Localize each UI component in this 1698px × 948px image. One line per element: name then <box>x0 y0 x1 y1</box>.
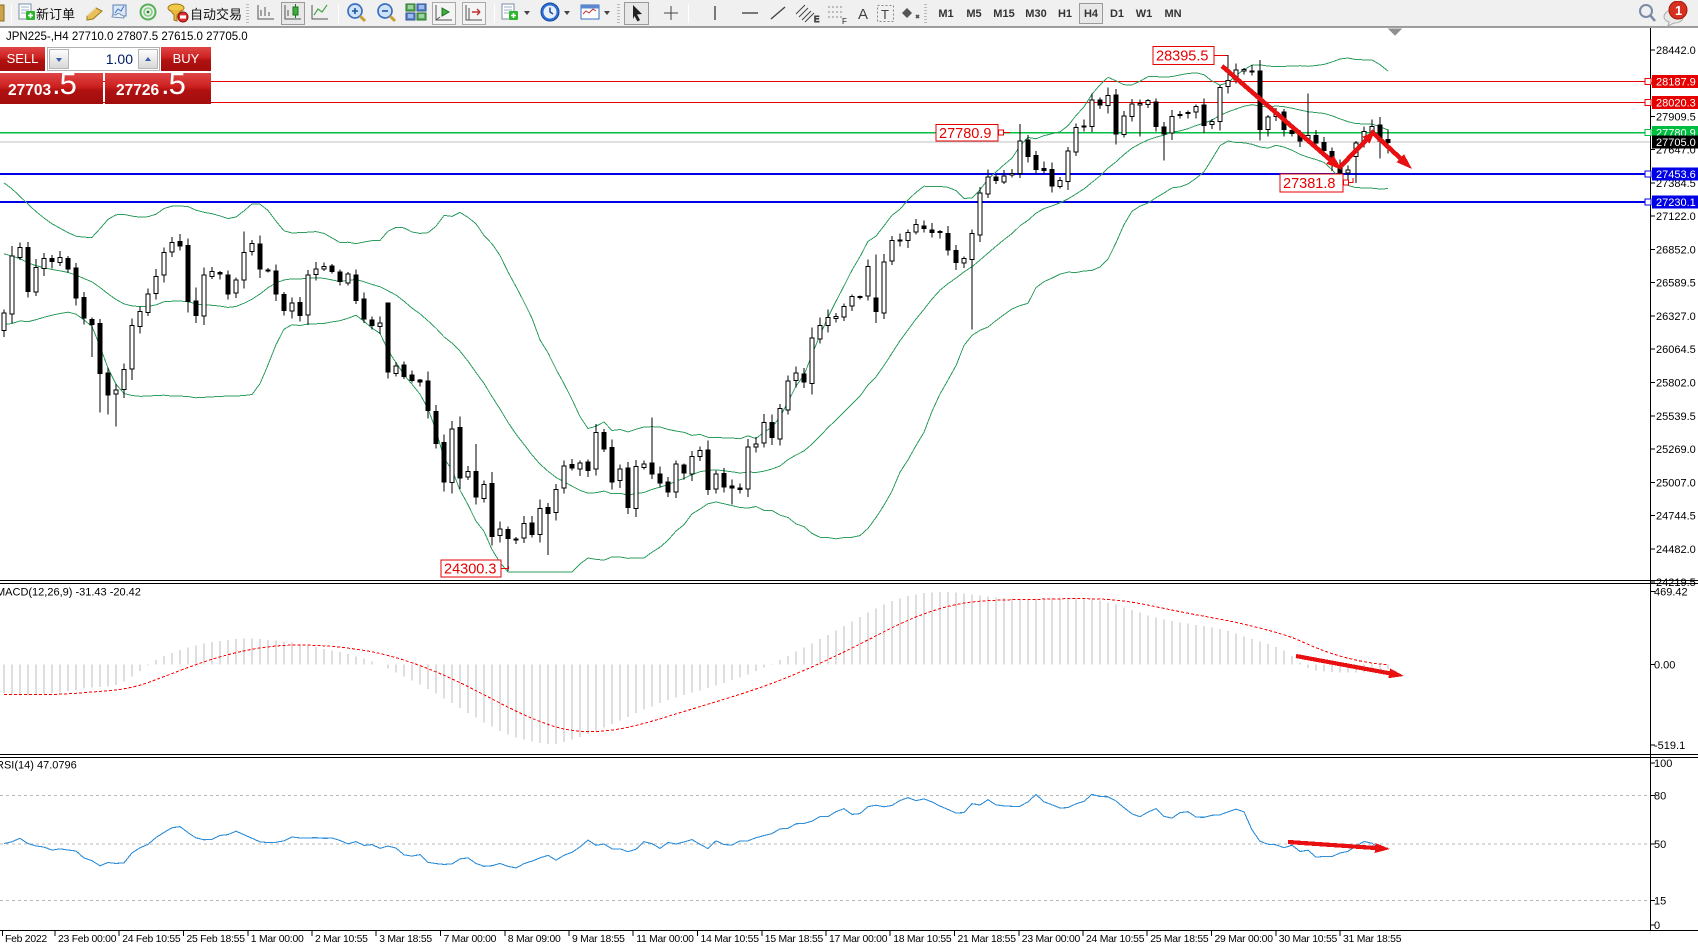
svg-text:26064.5: 26064.5 <box>1656 344 1696 356</box>
svg-text:24 Mar 10:55: 24 Mar 10:55 <box>1086 934 1145 945</box>
svg-text:26852.0: 26852.0 <box>1656 245 1696 257</box>
svg-text:17 Mar 00:00: 17 Mar 00:00 <box>829 934 888 945</box>
svg-text:27122.0: 27122.0 <box>1656 211 1696 223</box>
svg-text:0: 0 <box>1654 920 1660 932</box>
svg-text:9 Mar 18:55: 9 Mar 18:55 <box>572 934 625 945</box>
svg-text:31 Mar 18:55: 31 Mar 18:55 <box>1343 934 1402 945</box>
svg-text:14 Mar 10:55: 14 Mar 10:55 <box>701 934 760 945</box>
svg-text:27381.8: 27381.8 <box>1283 176 1335 192</box>
svg-text:24744.5: 24744.5 <box>1656 511 1696 523</box>
svg-text:0.00: 0.00 <box>1654 659 1675 671</box>
svg-text:1 Mar 00:00: 1 Mar 00:00 <box>251 934 304 945</box>
svg-text:27384.5: 27384.5 <box>1656 178 1696 190</box>
svg-text:25007.0: 25007.0 <box>1656 477 1696 489</box>
svg-text:25 Mar 18:55: 25 Mar 18:55 <box>1150 934 1209 945</box>
svg-text:23 Mar 00:00: 23 Mar 00:00 <box>1022 934 1081 945</box>
svg-text:-519.1: -519.1 <box>1654 740 1685 752</box>
svg-text:27453.6: 27453.6 <box>1656 169 1696 181</box>
svg-text:100: 100 <box>1654 758 1672 770</box>
svg-text:15 Mar 18:55: 15 Mar 18:55 <box>765 934 824 945</box>
svg-text:27780.9: 27780.9 <box>939 126 991 142</box>
svg-text:25539.5: 25539.5 <box>1656 411 1696 423</box>
svg-text:25 Feb 18:55: 25 Feb 18:55 <box>187 934 246 945</box>
svg-text:29 Mar 00:00: 29 Mar 00:00 <box>1215 934 1274 945</box>
svg-text:24219.5: 24219.5 <box>1656 577 1696 589</box>
svg-text:28395.5: 28395.5 <box>1156 49 1208 65</box>
svg-text:3 Mar 18:55: 3 Mar 18:55 <box>379 934 432 945</box>
svg-text:80: 80 <box>1654 790 1666 802</box>
svg-text:Feb 2022: Feb 2022 <box>5 934 47 945</box>
svg-text:1: 1 <box>1675 3 1682 18</box>
svg-text:18 Mar 10:55: 18 Mar 10:55 <box>893 934 952 945</box>
svg-text:E: E <box>814 15 819 24</box>
svg-text:469.42: 469.42 <box>1654 587 1688 599</box>
svg-text:24482.0: 24482.0 <box>1656 544 1696 556</box>
svg-text:28020.3: 28020.3 <box>1656 97 1696 109</box>
svg-text:11 Mar 00:00: 11 Mar 00:00 <box>636 934 694 945</box>
svg-text:26589.5: 26589.5 <box>1656 278 1696 290</box>
svg-text:MACD(12,26,9) -31.43 -20.42: MACD(12,26,9) -31.43 -20.42 <box>0 587 141 599</box>
svg-text:8 Mar 09:00: 8 Mar 09:00 <box>508 934 561 945</box>
svg-text:A: A <box>858 6 868 23</box>
svg-text:50: 50 <box>1654 839 1666 851</box>
svg-text:JPN225-,H4 27710.0 27807.5 27: JPN225-,H4 27710.0 27807.5 27615.0 27705… <box>6 31 248 43</box>
svg-text:27705.0: 27705.0 <box>1656 137 1696 149</box>
svg-text:25269.0: 25269.0 <box>1656 444 1696 456</box>
svg-text:7 Mar 00:00: 7 Mar 00:00 <box>444 934 497 945</box>
svg-text:26327.0: 26327.0 <box>1656 311 1696 323</box>
svg-text:27230.1: 27230.1 <box>1656 197 1696 209</box>
svg-text:28442.0: 28442.0 <box>1656 45 1696 57</box>
svg-text:24 Feb 10:55: 24 Feb 10:55 <box>122 934 181 945</box>
svg-text:15: 15 <box>1654 896 1666 908</box>
svg-text:30 Mar 10:55: 30 Mar 10:55 <box>1279 934 1338 945</box>
svg-text:2 Mar 10:55: 2 Mar 10:55 <box>315 934 368 945</box>
svg-text:T: T <box>881 7 889 22</box>
svg-text:23 Feb 00:00: 23 Feb 00:00 <box>58 934 117 945</box>
svg-text:F: F <box>842 17 847 26</box>
svg-text:24300.3: 24300.3 <box>444 562 496 578</box>
svg-text:28187.9: 28187.9 <box>1656 76 1696 88</box>
svg-text:25802.0: 25802.0 <box>1656 378 1696 390</box>
svg-text:21 Mar 18:55: 21 Mar 18:55 <box>958 934 1017 945</box>
svg-text:27909.5: 27909.5 <box>1656 111 1696 123</box>
svg-text:RSI(14) 47.0796: RSI(14) 47.0796 <box>0 760 77 772</box>
